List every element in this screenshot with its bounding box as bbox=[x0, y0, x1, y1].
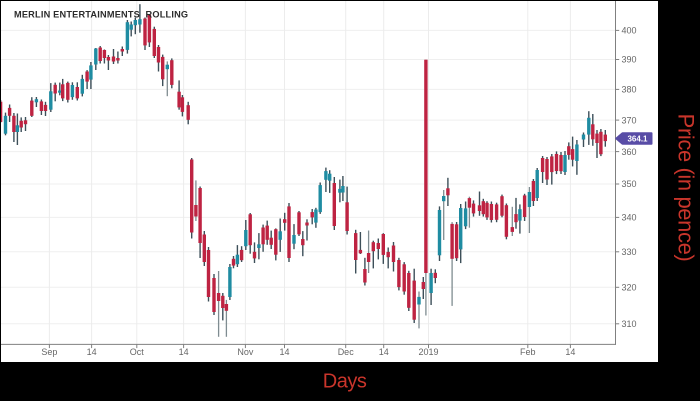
svg-text:380: 380 bbox=[622, 85, 637, 95]
svg-text:14: 14 bbox=[565, 347, 575, 357]
svg-text:320: 320 bbox=[622, 283, 637, 293]
svg-text:360: 360 bbox=[622, 147, 637, 157]
svg-text:364.1: 364.1 bbox=[627, 134, 648, 143]
svg-text:Sep: Sep bbox=[41, 347, 57, 357]
svg-text:MERLIN ENTERTAINMENTS ROLLING: MERLIN ENTERTAINMENTS ROLLING bbox=[14, 10, 188, 20]
svg-text:Oct: Oct bbox=[130, 347, 145, 357]
svg-text:14: 14 bbox=[279, 347, 289, 357]
svg-text:370: 370 bbox=[622, 115, 637, 125]
svg-text:310: 310 bbox=[622, 319, 637, 329]
svg-text:330: 330 bbox=[622, 247, 637, 257]
svg-text:Dec: Dec bbox=[338, 347, 355, 357]
svg-text:14: 14 bbox=[379, 347, 389, 357]
svg-text:Days: Days bbox=[323, 371, 367, 393]
svg-text:Feb: Feb bbox=[520, 347, 536, 357]
svg-text:14: 14 bbox=[179, 347, 189, 357]
svg-text:390: 390 bbox=[622, 55, 637, 65]
svg-text:350: 350 bbox=[622, 179, 637, 189]
svg-text:2019: 2019 bbox=[418, 347, 438, 357]
svg-text:Nov: Nov bbox=[237, 347, 254, 357]
svg-text:400: 400 bbox=[622, 26, 637, 36]
svg-text:14: 14 bbox=[87, 347, 97, 357]
svg-text:340: 340 bbox=[622, 213, 637, 223]
svg-text:Price (in pence): Price (in pence) bbox=[674, 114, 699, 262]
